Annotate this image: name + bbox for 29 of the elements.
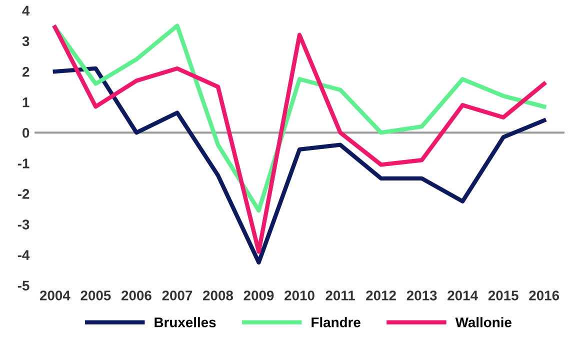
y-tick-label: -4 [18, 250, 30, 260]
y-tick-label: -2 [18, 189, 30, 199]
y-tick-label: -5 [18, 280, 30, 291]
y-tick-label: -1 [18, 158, 30, 168]
y-tick-label: 0 [22, 128, 30, 138]
x-tick-label: 2014 [448, 290, 478, 300]
y-tick-label: -3 [18, 220, 30, 230]
legend-label: Bruxelles [154, 317, 216, 328]
x-tick-label: 2005 [80, 290, 111, 300]
y-tick-label: 1 [22, 98, 30, 108]
x-tick-label: 2006 [122, 290, 152, 300]
x-tick-label: 2010 [284, 290, 314, 300]
y-tick-label: 4 [22, 6, 30, 16]
line-series [52, 24, 546, 213]
x-tick-label: 2015 [488, 290, 518, 300]
y-tick-label: 3 [22, 36, 30, 46]
x-tick-label: 2016 [529, 290, 560, 300]
x-tick-label: 2012 [366, 290, 396, 300]
line-series [52, 66, 546, 265]
x-tick-label: 2007 [162, 290, 192, 300]
y-tick-label: 2 [22, 66, 30, 77]
line-series [52, 25, 546, 254]
x-tick-label: 2013 [406, 290, 437, 300]
x-tick-label: 2009 [244, 290, 274, 300]
x-tick-label: 2004 [40, 290, 70, 300]
legend-label: Flandre [312, 317, 360, 328]
x-tick-label: 2011 [326, 290, 355, 300]
legend-label: Wallonie [455, 317, 512, 328]
x-tick-label: 2008 [203, 290, 234, 300]
